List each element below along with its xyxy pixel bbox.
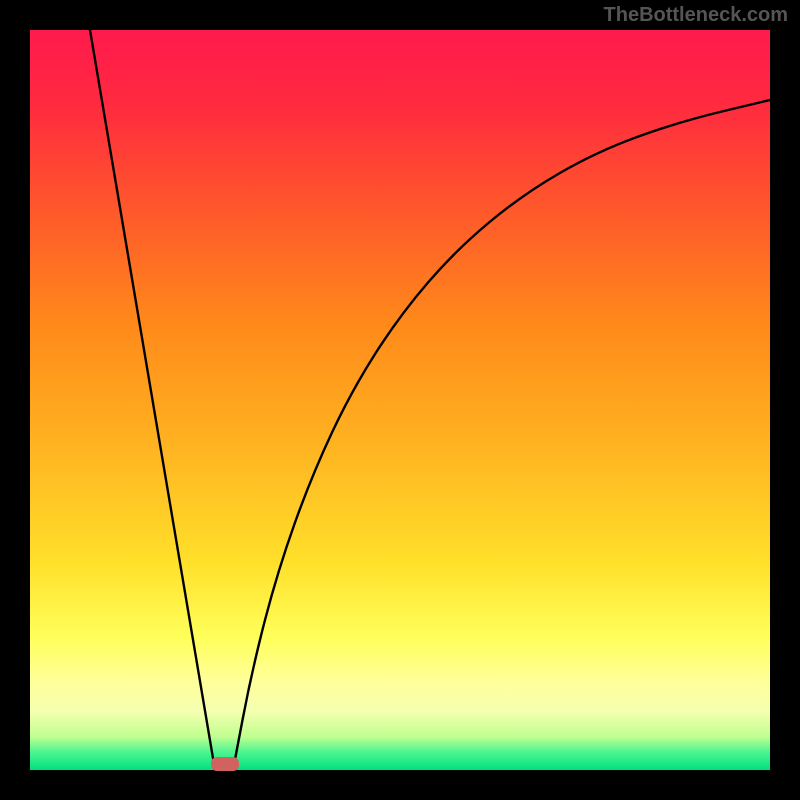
curve-path bbox=[90, 30, 770, 770]
plot-area bbox=[30, 30, 770, 770]
chart-outer: TheBottleneck.com bbox=[0, 0, 800, 800]
site-watermark: TheBottleneck.com bbox=[0, 0, 800, 30]
bottleneck-curve bbox=[30, 30, 770, 770]
optimal-point-marker bbox=[211, 757, 239, 771]
